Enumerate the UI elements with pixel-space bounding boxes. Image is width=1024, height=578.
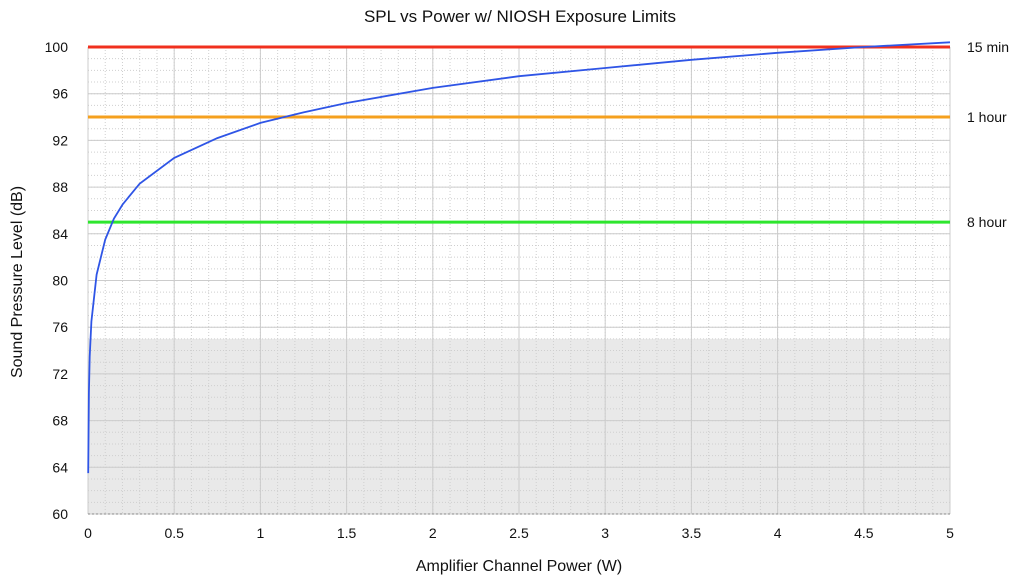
y-tick-label: 88 [52,179,68,195]
y-tick-label: 100 [45,39,69,55]
x-tick-label: 4 [774,525,782,541]
x-tick-label: 5 [946,525,954,541]
y-tick-label: 64 [52,459,68,475]
y-axis-ticks: 60 64 68 72 76 80 84 88 92 96 100 [45,39,69,522]
limit-label: 8 hour [967,214,1007,230]
x-axis-ticks: 0 0.5 1 1.5 2 2.5 3 3.5 4 4.5 5 [84,525,954,541]
y-tick-label: 92 [52,132,68,148]
limit-label: 15 min [967,39,1009,55]
x-tick-label: 3.5 [682,525,702,541]
y-tick-label: 60 [52,506,68,522]
grid-lines [87,46,951,515]
x-tick-label: 2.5 [509,525,529,541]
y-tick-label: 76 [52,319,68,335]
x-axis-label: Amplifier Channel Power (W) [416,558,622,575]
x-tick-label: 2 [429,525,437,541]
y-tick-label: 68 [52,413,68,429]
y-tick-label: 80 [52,273,68,289]
x-tick-label: 4.5 [854,525,874,541]
y-tick-label: 96 [52,86,68,102]
series-line [87,41,951,474]
x-tick-label: 0.5 [164,525,184,541]
limit-label: 1 hour [967,109,1007,125]
series-group [87,41,951,474]
y-axis-label: Sound Pressure Level (dB) [9,186,26,378]
x-tick-label: 3 [601,525,609,541]
x-tick-label: 1.5 [337,525,357,541]
y-tick-label: 84 [52,226,68,242]
chart-title: SPL vs Power w/ NIOSH Exposure Limits [364,7,676,26]
y-tick-label: 72 [52,366,68,382]
x-tick-label: 1 [257,525,265,541]
exposure-limit-lines: 15 min 1 hour 8 hour [88,39,1009,230]
x-tick-label: 0 [84,525,92,541]
